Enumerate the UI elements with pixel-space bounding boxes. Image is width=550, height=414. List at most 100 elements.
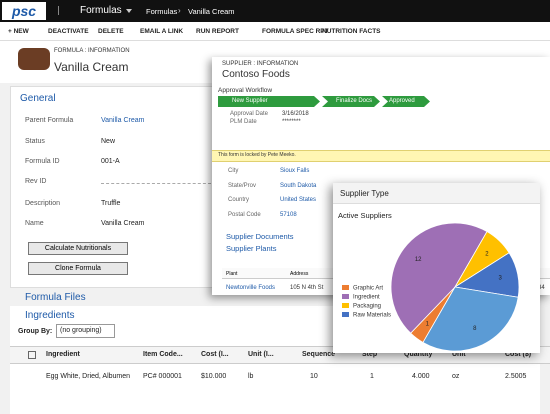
formula-image	[18, 48, 50, 70]
cell: Egg White, Dried, Albumen	[46, 373, 131, 380]
section-title[interactable]: Formula Files	[25, 292, 86, 303]
slice-label: 12	[415, 257, 422, 263]
legend-swatch	[342, 294, 349, 299]
toolbar-button[interactable]: DELETE	[98, 28, 124, 35]
button[interactable]: Calculate Nutritionals	[28, 242, 128, 255]
record-title: Vanilla Cream	[54, 60, 129, 74]
field-value: 3/16/2018	[282, 111, 309, 117]
app-name[interactable]: Formulas	[80, 5, 122, 16]
logo[interactable]: psc	[2, 2, 46, 20]
column-header[interactable]: Sequence	[302, 351, 336, 358]
group-by-label: Group By:	[18, 328, 53, 335]
field-label: City	[228, 168, 239, 174]
field-label: Approval Date	[230, 111, 269, 117]
chart-window-header	[333, 183, 540, 204]
field-value: Vanilla Cream	[101, 220, 145, 227]
column-header: Address	[290, 271, 309, 277]
workflow-bar	[218, 96, 430, 107]
stage-label: New Supplier	[232, 98, 268, 104]
breadcrumb[interactable]: Vanilla Cream	[188, 7, 235, 16]
legend-swatch	[342, 285, 349, 290]
field-value[interactable]: United States	[280, 197, 317, 203]
legend-swatch	[342, 312, 349, 317]
empty-field[interactable]	[101, 183, 211, 184]
legend-swatch	[342, 303, 349, 308]
field-value: New	[101, 138, 116, 145]
nav-bar	[0, 0, 550, 22]
stage[interactable]	[322, 96, 380, 107]
slice-label: 1	[426, 321, 430, 327]
field-value: ********	[282, 119, 301, 125]
record-title: Contoso Foods	[222, 69, 290, 80]
field-label: Name	[25, 220, 44, 227]
column-header[interactable]: Step	[362, 351, 378, 358]
lock-message: This form is locked by Pete Meeko.	[218, 152, 296, 158]
workflow-title: Approval Workflow	[218, 87, 273, 94]
legend-label: Graphic Art	[353, 286, 383, 292]
toolbar-button[interactable]: DEACTIVATE	[48, 28, 89, 35]
legend-label: Raw Materials	[353, 313, 391, 319]
toolbar-button[interactable]: + NEW	[8, 28, 29, 35]
column-header[interactable]: Item Code...	[143, 351, 183, 358]
toolbar-button[interactable]: NUTRITION FACTS	[322, 28, 381, 35]
legend-label: Ingredient	[353, 295, 380, 301]
field-label: Country	[228, 197, 250, 203]
button[interactable]: Clone Formula	[28, 262, 128, 275]
field-label: PLM Date	[230, 119, 257, 125]
stage[interactable]	[382, 96, 430, 107]
lock-banner	[212, 150, 550, 162]
toolbar-button[interactable]: EMAIL A LINK	[140, 28, 184, 35]
group-by-select[interactable]: (no grouping)	[56, 324, 115, 338]
breadcrumb[interactable]: Formulas	[146, 7, 178, 16]
column-header[interactable]: Cost (I...	[201, 351, 229, 358]
plant-address: 105 N 4th St	[290, 285, 324, 291]
field-label: State/Prov	[228, 182, 257, 189]
dropdown-caret	[126, 9, 132, 13]
plant-name[interactable]: Newtonville Foods	[226, 285, 276, 291]
slice-label: 8	[473, 326, 477, 332]
field-label: Description	[25, 200, 61, 207]
column-header: Plant	[226, 271, 238, 277]
stage[interactable]	[218, 96, 320, 107]
cell: 10	[310, 373, 318, 380]
stage-label: Finalize Docs	[336, 98, 373, 104]
column-header[interactable]: Unit (I...	[248, 351, 274, 358]
pie-slice	[422, 286, 519, 352]
section-title[interactable]: Supplier Plants	[226, 244, 277, 253]
pie-slice	[390, 222, 488, 334]
section-title[interactable]: General	[20, 93, 56, 104]
field-label: Formula ID	[25, 158, 60, 165]
cell: 2.5005	[505, 373, 527, 380]
checkbox[interactable]	[28, 351, 36, 359]
slice-label: 3	[498, 275, 502, 281]
slice-label: 2	[485, 251, 489, 257]
field-value: 001-A	[101, 158, 120, 165]
field-value: 57108	[280, 211, 297, 218]
field-label: Postal Code	[228, 211, 261, 218]
field-value: Truffle	[101, 200, 121, 207]
toolbar-button[interactable]: FORMULA SPEC RPT	[262, 28, 329, 35]
chart-title: Supplier Type	[340, 189, 389, 198]
cell: $10.000	[201, 373, 227, 380]
field-value[interactable]: South Dakota	[280, 182, 317, 189]
stage-label: Approved	[389, 98, 415, 104]
cell: PC# 000001	[143, 373, 182, 380]
entity-label: FORMULA : INFORMATION	[54, 48, 130, 54]
section-title[interactable]: Supplier Documents	[226, 232, 294, 241]
cell: lb	[248, 373, 254, 380]
field-label: Rev ID	[25, 178, 47, 185]
entity-label: SUPPLIER : INFORMATION	[222, 61, 299, 67]
field-label: Status	[25, 138, 45, 145]
column-header[interactable]: Ingredient	[46, 351, 80, 358]
field-value[interactable]: Vanilla Cream	[101, 117, 145, 124]
field-value: Sioux Falls	[280, 168, 310, 174]
column-header[interactable]: Cost ($)	[505, 351, 532, 358]
chart-subtitle: Active Suppliers	[338, 211, 392, 220]
toolbar-button[interactable]: RUN REPORT	[196, 28, 239, 35]
cell: oz	[452, 373, 460, 380]
column-header[interactable]: Unit	[452, 351, 466, 358]
column-header[interactable]: Quantity	[404, 351, 433, 358]
section-title[interactable]: Ingredients	[25, 310, 75, 321]
